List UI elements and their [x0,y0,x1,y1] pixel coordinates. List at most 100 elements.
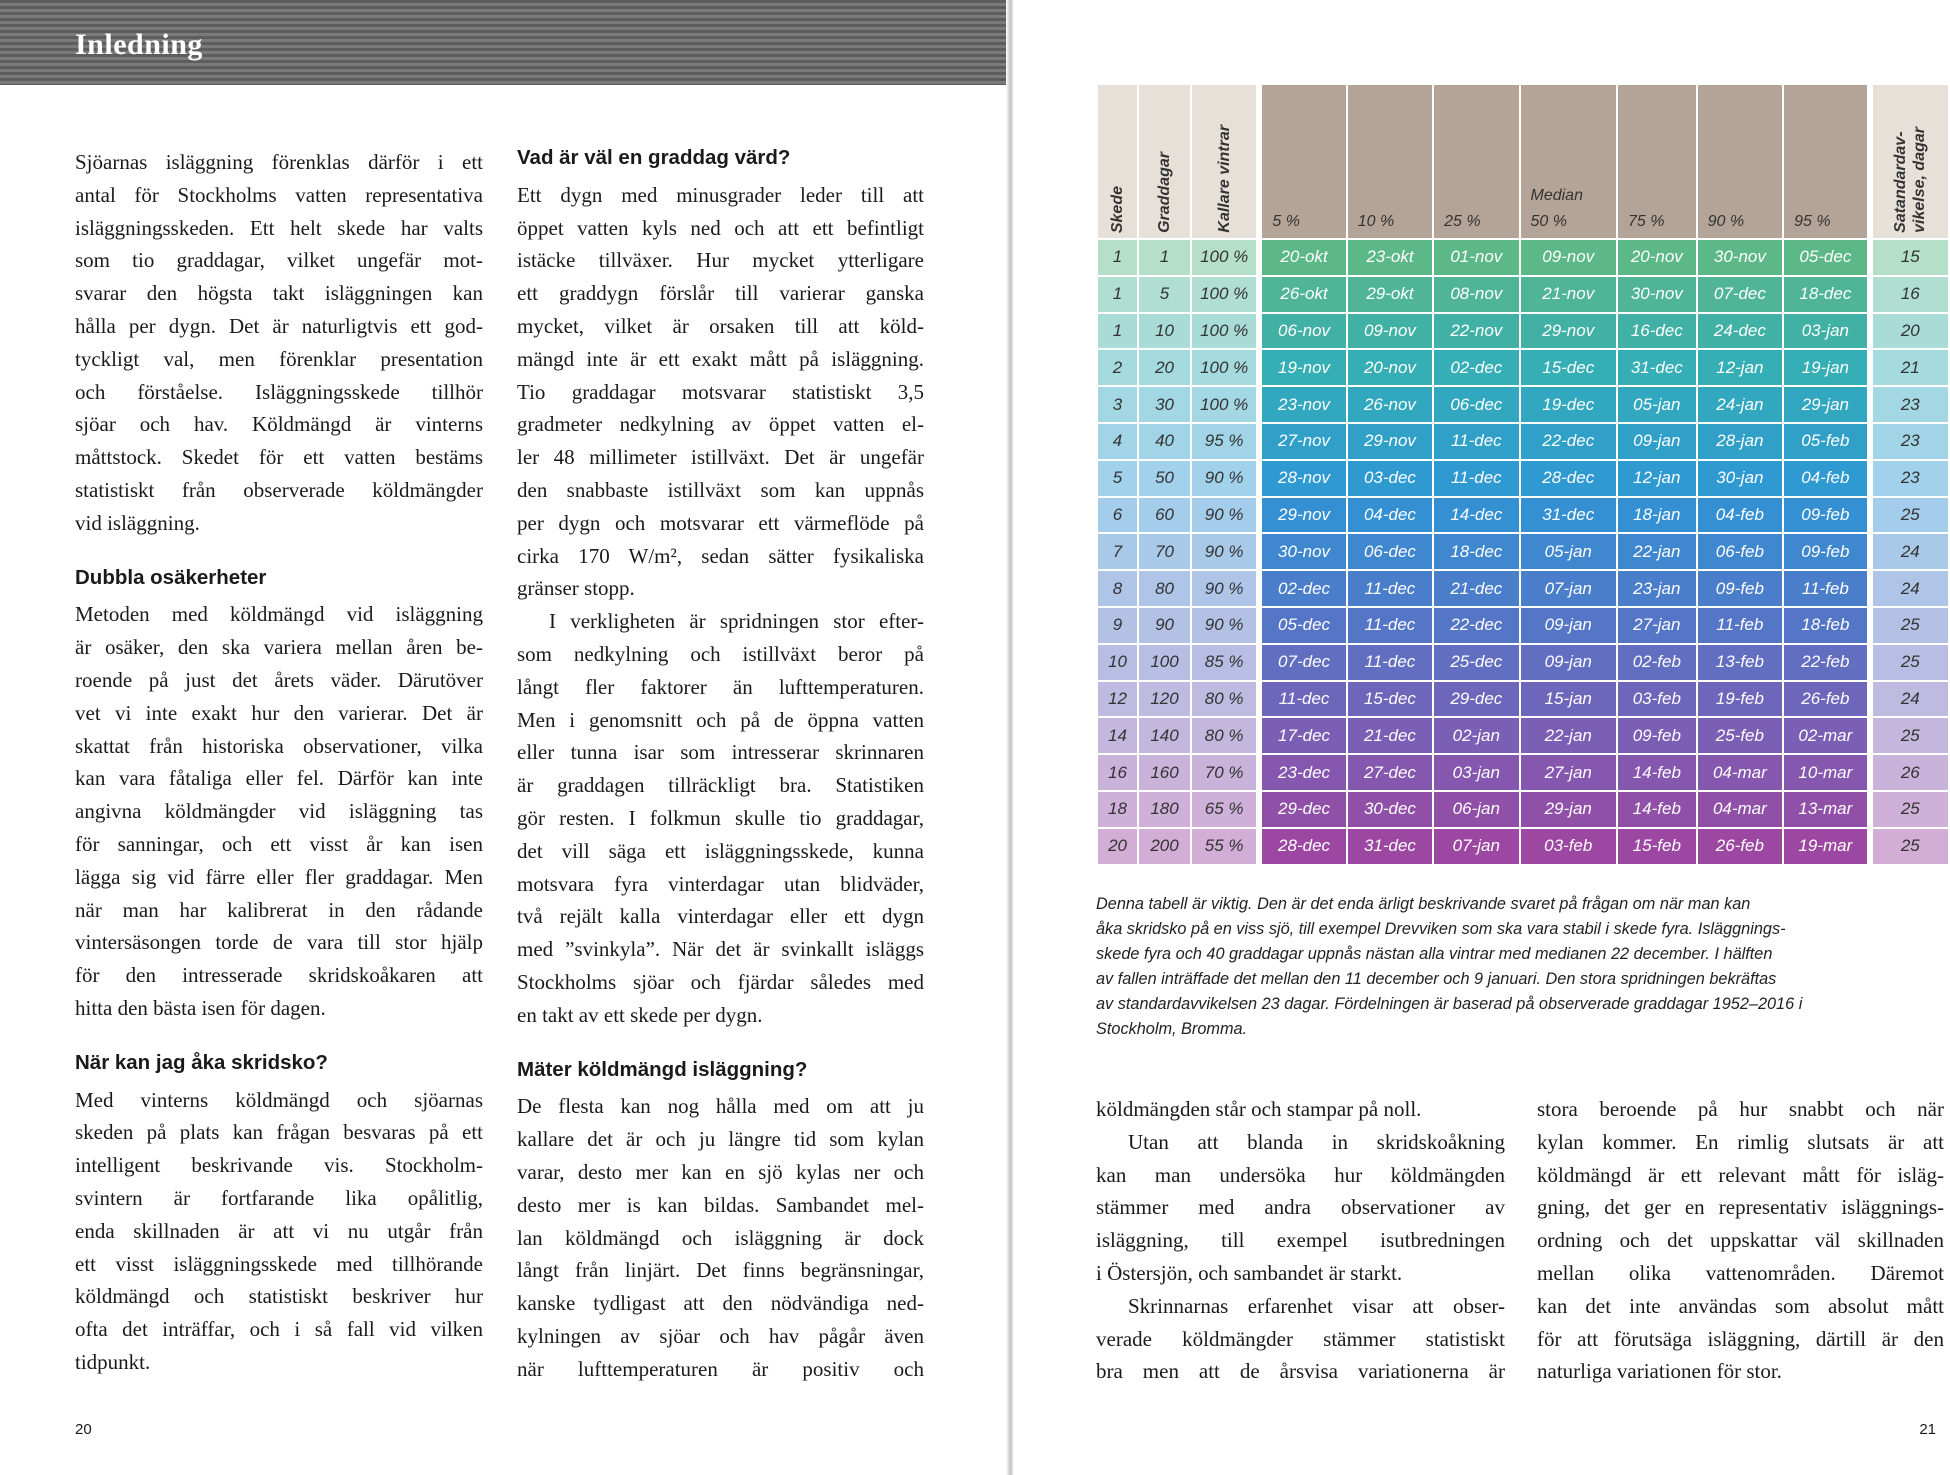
left-page: Inledning Sjöarnas isläggning förenklas … [0,0,1006,1438]
table-cell: 180 [1139,791,1191,827]
table-cell: 90 % [1192,460,1257,496]
text-line: som nedkylning och istillväxt beror på [517,641,924,666]
table-cell: 12 [1098,681,1138,717]
table-cell: 23 [1868,423,1948,459]
table-cell: 28-dec [1258,828,1346,864]
text-line: hitta den bästa isen för dagen. [75,995,326,1020]
text-line: svintern är fortfarande lika opålitlig, [75,1185,483,1210]
text-line: sjöar och hav. Köldmängd är vinterns [75,412,483,437]
table-cell: 85 % [1192,644,1257,680]
header-text: Kallare vintrar [1215,119,1234,233]
header-text: Satandardav-vikelse, dagar [1891,121,1929,233]
table-cell: 14-feb [1617,755,1696,790]
text-line: tidpunkt. [75,1349,151,1374]
text-column: Sjöarnas isläggning förenklas därför i e… [75,146,483,1379]
table-cell: 1 [1098,240,1138,275]
table-cell: 04-feb [1784,460,1867,496]
text-line: intelligent beskrivande vis. Stockholm- [75,1153,483,1178]
text-line: kylningen av sjöar och hav pågår även [517,1323,924,1348]
table-cell: 16 [1098,755,1138,790]
text-line: måttstock. Skedet för ett vatten bestäms [75,445,483,470]
table-cell: 14-dec [1434,497,1519,533]
table-cell: 07-dec [1697,276,1783,312]
text-line: statistiskt från observerade köldmängder [75,477,483,502]
table-cell: 3 [1098,387,1138,422]
table-cell: 13-mar [1784,791,1867,827]
table-cell: 28-nov [1258,460,1346,496]
table-cell: 18 [1098,791,1138,827]
text-line: lägga sig vid färre eller fler graddagar… [75,864,483,889]
text-line: ler 48 millimeter istillväxt. Det är ung… [517,445,924,470]
page-number: 21 [1919,1421,1936,1438]
table-cell: 26 [1868,755,1948,790]
table-cell: 10 [1139,313,1191,349]
table-cell: 90 [1139,607,1191,643]
table-cell: 30 [1139,387,1191,422]
text-line: mängd inte är ett exakt mått på isläggni… [517,346,924,371]
header-line: Kallare vintrar [1215,125,1233,233]
table-cell: 09-jan [1520,644,1616,680]
text-line: ett graddygn förslår till varierar gansk… [517,281,924,306]
table-row: 10 100 85 % 07-dec 11-dec 25-dec 09-jan 02-feb 1… [1098,644,1948,680]
header-text: Graddagar [1155,146,1174,233]
table-cell: 4 [1098,423,1138,459]
table-cell: 30-nov [1258,534,1346,570]
table-cell: 25 [1868,607,1948,643]
table-cell: 06-dec [1347,534,1433,570]
subheading: Mäter köldmängd isläggning? [517,1057,808,1081]
table-cell: 04-mar [1697,791,1783,827]
table-cell: 02-feb [1617,644,1696,680]
table-cell: 03-jan [1784,313,1867,349]
table-cell: 5 [1098,460,1138,496]
table-cell: 20 [1868,313,1948,349]
table-cell: 25-feb [1697,718,1783,754]
table-cell: 09-feb [1784,497,1867,533]
text-line: kan det inte användas som absolut mått [1537,1293,1944,1318]
table-cell: 11-dec [1347,571,1433,606]
text-line: skeden på plats kan frågan besvaras på e… [75,1120,483,1145]
text-line: öppet vatten kyls ned och att ett befint… [517,215,924,240]
text-line: som tio graddagar, vilket ungefär mot- [75,248,483,273]
table-cell: 13-feb [1697,644,1783,680]
text-line: ett visst isläggningsskede med tillhöran… [75,1251,483,1276]
text-line: är graddagen tillräckligt bra. Statistik… [517,773,924,798]
text-line: kan vara fåtaliga eller fel. Därför kan … [75,766,483,791]
caption-line: av standardavvikelsen 23 dagar. Fördelni… [1096,995,1803,1013]
table-cell: 24 [1868,681,1948,717]
table-cell: 19-mar [1784,828,1867,864]
page-number: 20 [75,1421,92,1438]
table-cell: 20-okt [1258,240,1346,275]
caption-line: åka skridsko på en viss sjö, till exempe… [1096,920,1786,938]
table-cell: 20-nov [1347,350,1433,386]
header-line: 75 % [1627,213,1665,230]
table-cell: 28-dec [1520,460,1616,496]
text-line: långt fler faktorer än lufttemperaturen. [517,674,924,699]
header-line: 5 % [1272,213,1300,230]
text-line: antal för Stockholms vatten representati… [75,182,483,207]
table-cell: 25 [1868,644,1948,680]
table-cell: 80 % [1192,681,1257,717]
caption-line: skede fyra och 40 graddagar uppnås nästa… [1096,945,1773,963]
text-line: Ett dygn med minusgrader leder till att [517,182,924,207]
table-cell: 20 [1098,828,1138,864]
text-line: stora beroende på hur snabbt och när [1537,1097,1944,1121]
table-cell: 02-dec [1434,350,1519,386]
header-bar: Inledning [0,0,1006,85]
text-line: för den intresserade skridskoåkaren att [75,963,483,988]
table-cell: 24 [1868,571,1948,606]
header-line: Skede [1109,185,1127,233]
table-cell: 23-okt [1347,240,1433,275]
table-cell: 18-jan [1617,497,1696,533]
table-cell: 25 [1868,828,1948,864]
table-cell: 24 [1868,534,1948,570]
header-line: Satandardav- [1892,131,1910,233]
table-cell: 07-jan [1434,828,1519,864]
table-cell: 200 [1139,828,1191,864]
header-line: Graddagar [1156,152,1174,233]
table-cell: 05-dec [1258,607,1346,643]
table-cell: 04-feb [1697,497,1783,533]
table-row: 7 70 90 % 30-nov 06-dec 18-dec 05-jan 22-jan 06-… [1098,534,1948,570]
text-line: cirka 170 W/m², sedan sätter fysikaliska [517,543,924,568]
table-cell: 18-dec [1434,534,1519,570]
right-page: Skede Graddagar Kallare vintrar 5 % 10 % 25 %… [1014,0,1950,1475]
